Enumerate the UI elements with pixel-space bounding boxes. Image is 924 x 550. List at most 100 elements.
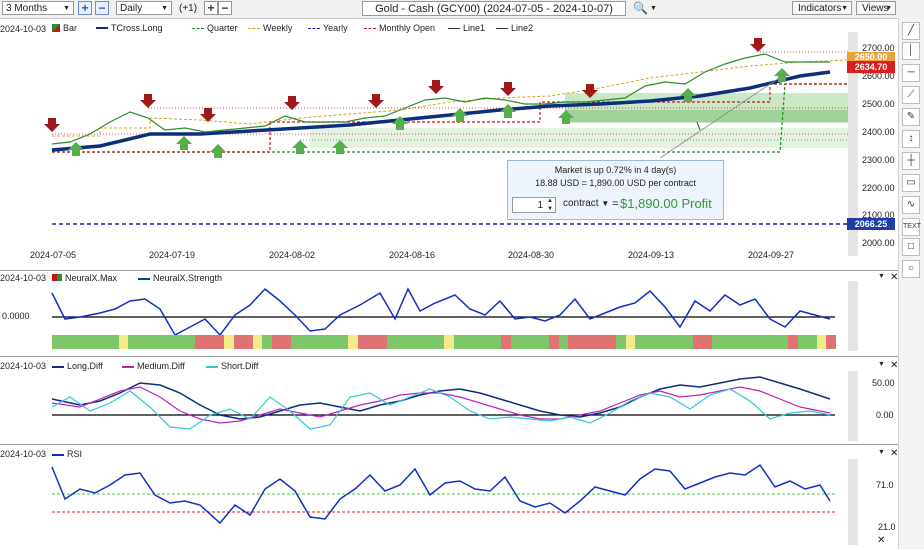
last-price-tag: 2634.70 [847, 61, 895, 73]
text-tool-icon[interactable]: TEXT [902, 218, 921, 236]
views-button[interactable]: Views ▼ [856, 1, 896, 15]
add-button[interactable]: + [204, 1, 218, 15]
neuralx-date-label: 2024-10-03 [0, 273, 47, 283]
price-bars [51, 53, 830, 145]
x-tick: 2024-09-13 [628, 250, 675, 260]
x-tick: 2024-08-02 [269, 250, 316, 260]
scroll-column[interactable] [848, 32, 858, 256]
bar-swatch-icon [52, 24, 60, 33]
remove-button[interactable]: − [218, 1, 232, 15]
short-diff-line [51, 388, 831, 430]
range-select[interactable]: 3 Months ▼ [2, 1, 74, 15]
interval-select-label: Daily [120, 3, 143, 14]
legend-weekly: Weekly [248, 23, 292, 34]
support-zone-lower [310, 128, 848, 148]
measure-line [659, 73, 786, 159]
legend-neuralx-strength: NeuralX.Strength [138, 273, 222, 283]
profit-calculator-popup: Market is up 0.72% in 4 day(s) 18.88 USD… [507, 160, 724, 220]
legend-neuralx-max-label: NeuralX.Max [65, 273, 118, 283]
horizontal-line-tool-icon[interactable]: ─ [902, 64, 920, 82]
neuralx-y-tick: 0.0000 [2, 311, 30, 321]
scroll-column[interactable] [848, 459, 858, 545]
rsi-y-tick: 71.0 [876, 480, 894, 490]
vertical-line-tool-icon[interactable]: │ [902, 42, 920, 60]
price-pane[interactable]: 2024-10-03 Bar TCross.Long Quarter Weekl… [0, 18, 898, 270]
x-tick: 2024-07-19 [149, 250, 196, 260]
chevron-down-icon: ▼ [161, 5, 168, 12]
range-select-label: 3 Months [6, 3, 48, 14]
legend-bar: Bar [52, 23, 77, 34]
legend-line1: Line1 [448, 23, 485, 34]
collapse-pane-icon[interactable]: ▼ [878, 361, 885, 368]
legend-line2-label: Line2 [511, 23, 534, 33]
indicators-label: Indicators [798, 3, 842, 14]
legend-monthly-open-label: Monthly Open [379, 23, 436, 33]
search-icon[interactable]: 🔍 [633, 1, 648, 15]
tcross-long-line [51, 70, 831, 152]
neuralx-strength-line [51, 287, 831, 337]
symbol-title-text: Gold - Cash (GCY00) (2024-07-05 - 2024-1… [375, 3, 613, 15]
x-tick: 2024-07-05 [30, 250, 77, 260]
legend-tcross: TCross.Long [96, 23, 163, 34]
contract-quantity-value: 1 [537, 200, 543, 211]
x-tick: 2024-09-27 [748, 250, 795, 260]
popup-change-text: Market is up 0.72% in 4 day(s) [554, 165, 677, 175]
diff-y-tick: 50.00 [872, 378, 895, 388]
spinner-icon[interactable]: ▲ ▼ [547, 198, 553, 212]
y-tick: 2700.00 [862, 43, 895, 53]
rsi-chart-svg [51, 459, 858, 545]
scroll-column[interactable] [848, 281, 858, 351]
wave-tool-icon[interactable]: ∿ [902, 196, 920, 214]
support-zone-strong [565, 110, 848, 122]
square-tool-icon[interactable]: □ [902, 238, 920, 256]
collapse-pane-icon[interactable]: ▼ [878, 273, 885, 280]
interval-select[interactable]: Daily ▼ [116, 1, 172, 15]
legend-long-diff: Long.Diff [52, 361, 103, 371]
views-label: Views [862, 3, 889, 14]
contract-unit-select[interactable]: contract ▼ [563, 198, 609, 209]
chevron-down-icon: ▼ [841, 5, 848, 12]
legend-short-diff: Short.Diff [206, 361, 258, 371]
legend-line1-label: Line1 [463, 23, 486, 33]
trend-line-tool-icon[interactable]: ⟋ [902, 86, 920, 104]
y-tick: 2200.00 [862, 183, 895, 193]
y-tick: 2000.00 [862, 238, 895, 248]
y-tick: 2400.00 [862, 127, 895, 137]
circle-tool-icon[interactable]: ○ [902, 260, 920, 278]
close-pane-icon[interactable]: ✕ [890, 272, 899, 283]
max-swatch-icon [52, 274, 62, 281]
chevron-down-icon: ▼ [63, 5, 70, 12]
zoom-out-button[interactable]: − [95, 1, 109, 15]
pencil-tool-icon[interactable]: ✎ [902, 108, 920, 126]
arrow-tool-icon[interactable]: ↕ [902, 130, 920, 148]
yearly-price-tag: 2066.25 [847, 218, 895, 230]
rsi-line [51, 463, 831, 525]
legend-long-diff-label: Long.Diff [67, 361, 103, 371]
collapse-pane-icon[interactable]: ▼ [878, 449, 885, 456]
indicators-button[interactable]: Indicators ▼ [792, 1, 852, 15]
chevron-down-icon: ▼ [885, 5, 892, 12]
symbol-title[interactable]: Gold - Cash (GCY00) (2024-07-05 - 2024-1… [362, 1, 626, 16]
rsi-pane[interactable]: 2024-10-03 RSI ▼ ✕ 71.0 21.0 ✕ [0, 444, 898, 550]
legend-monthly-open: Monthly Open [364, 23, 435, 34]
crosshair-tool-icon[interactable]: ┼ [902, 152, 920, 170]
diff-pane[interactable]: 2024-10-03 Long.Diff Medium.Diff Short.D… [0, 356, 898, 445]
price-chart-svg [44, 32, 858, 256]
diff-chart-svg [51, 371, 858, 441]
y-tick: 2500.00 [862, 99, 895, 109]
pen-tool-icon[interactable]: ╱ [902, 22, 920, 40]
y-tick: 2100.00 [862, 210, 895, 220]
chevron-down-icon[interactable]: ▼ [650, 5, 657, 12]
legend-yearly: Yearly [308, 23, 348, 34]
fib-tool-icon[interactable]: ▭ [902, 174, 920, 192]
close-pane-icon[interactable]: ✕ [890, 448, 899, 459]
close-pane-icon[interactable]: ✕ [890, 360, 899, 371]
neuralx-pane[interactable]: 2024-10-03 NeuralX.Max NeuralX.Strength … [0, 270, 898, 357]
x-tick: 2024-08-16 [389, 250, 436, 260]
contract-quantity-input[interactable]: 1 ▲ ▼ [512, 197, 556, 213]
contract-unit-label: contract [563, 198, 599, 209]
close-pane-icon[interactable]: ✕ [877, 535, 886, 546]
zoom-in-button[interactable]: + [78, 1, 92, 15]
medium-diff-line [51, 386, 831, 424]
scroll-column[interactable] [848, 371, 858, 441]
